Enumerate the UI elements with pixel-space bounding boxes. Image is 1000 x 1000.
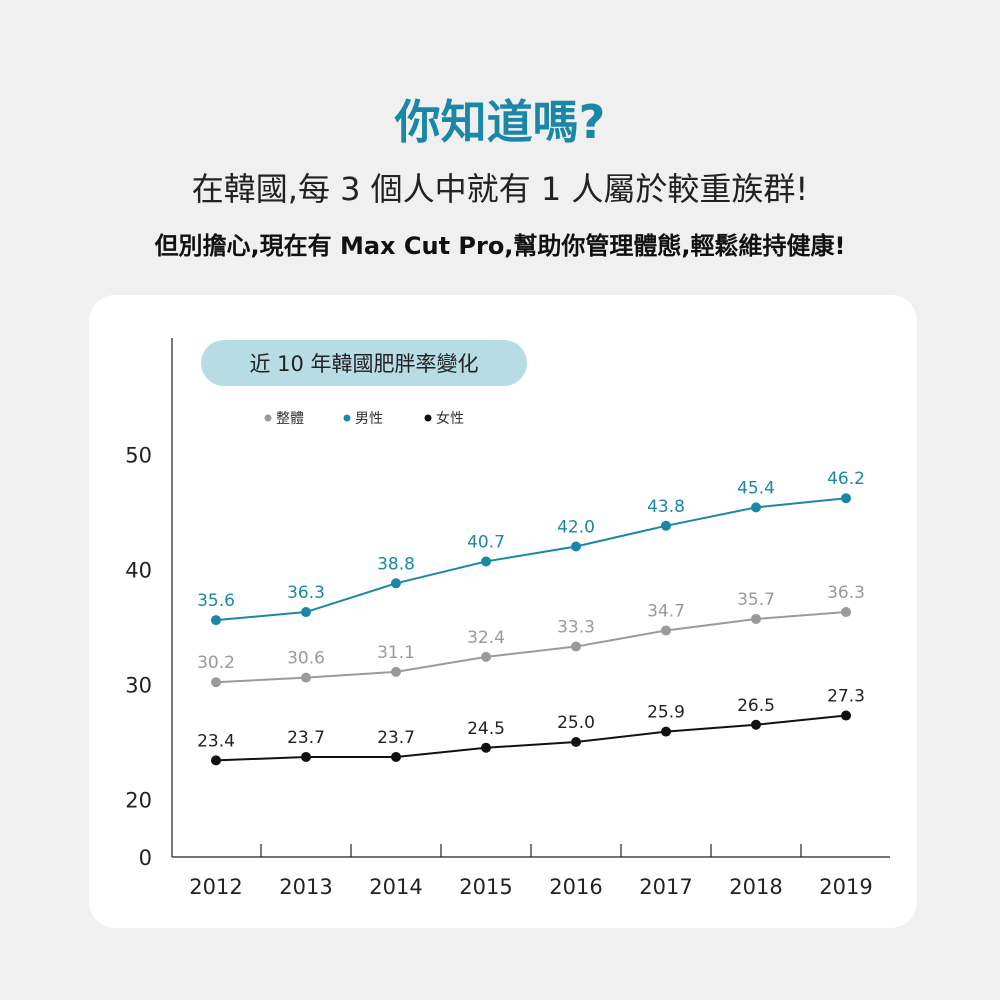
legend-label: 女性 xyxy=(436,410,464,427)
data-label: 42.0 xyxy=(557,518,595,538)
data-point xyxy=(301,672,311,683)
data-label: 33.3 xyxy=(557,618,595,638)
data-label: 23.7 xyxy=(287,728,325,748)
data-label: 35.6 xyxy=(197,591,235,611)
legend-label: 男性 xyxy=(355,411,383,427)
x-tick-label: 2019 xyxy=(819,875,872,899)
data-label: 31.1 xyxy=(377,643,415,663)
chart-title: 近 10 年韓國肥胖率變化 xyxy=(249,352,478,376)
data-label: 26.5 xyxy=(737,696,775,716)
series-line xyxy=(215,611,847,684)
x-tick-label: 2017 xyxy=(639,875,692,899)
data-label: 46.2 xyxy=(827,469,865,489)
data-point xyxy=(841,710,851,721)
data-label: 23.4 xyxy=(197,731,235,751)
y-tick-label: 0 xyxy=(139,846,152,870)
data-label: 25.0 xyxy=(557,713,595,733)
data-label: 23.7 xyxy=(377,728,415,748)
data-point xyxy=(391,578,401,589)
data-label: 30.6 xyxy=(287,649,325,669)
data-label: 24.5 xyxy=(467,719,505,739)
data-point xyxy=(301,751,311,762)
data-point xyxy=(391,751,401,762)
data-point xyxy=(751,502,761,513)
legend-marker xyxy=(264,414,272,422)
data-point xyxy=(841,607,851,618)
x-tick-label: 2013 xyxy=(279,875,332,899)
data-label: 30.2 xyxy=(197,653,235,673)
legend-marker xyxy=(343,414,351,422)
data-label: 32.4 xyxy=(467,628,505,648)
data-label: 34.7 xyxy=(647,601,685,621)
data-point xyxy=(211,677,221,688)
legend-label: 整體 xyxy=(276,411,304,427)
data-point xyxy=(301,607,311,618)
data-label: 36.3 xyxy=(827,583,865,603)
data-point xyxy=(571,737,581,747)
subtitle: 在韓國,每 3 個人中就有 1 人屬於較重族群! xyxy=(191,170,809,208)
data-label: 43.8 xyxy=(647,497,685,517)
data-point xyxy=(211,755,221,766)
page-title: 你知道嗎? xyxy=(394,95,606,149)
x-tick-label: 2012 xyxy=(189,875,242,899)
data-point xyxy=(661,520,671,531)
data-label: 25.9 xyxy=(647,703,685,723)
data-label: 45.4 xyxy=(737,478,775,498)
data-label: 27.3 xyxy=(827,687,865,707)
chart-title-pill xyxy=(201,340,527,386)
data-point xyxy=(481,742,491,753)
x-tick-label: 2016 xyxy=(549,875,602,899)
y-tick-label: 40 xyxy=(125,559,152,583)
y-tick-label: 20 xyxy=(125,789,152,813)
data-point xyxy=(661,726,671,737)
data-label: 35.7 xyxy=(737,590,775,610)
data-point xyxy=(751,719,761,730)
data-label: 36.3 xyxy=(287,583,325,603)
x-tick-label: 2018 xyxy=(729,875,782,899)
data-label: 40.7 xyxy=(467,532,505,552)
data-point xyxy=(481,556,491,567)
y-tick-label: 50 xyxy=(125,444,152,468)
data-point xyxy=(571,641,581,652)
x-tick-label: 2015 xyxy=(459,875,512,899)
data-point xyxy=(571,541,581,552)
data-point xyxy=(211,615,221,626)
chart-card xyxy=(89,295,917,928)
data-point xyxy=(481,651,491,662)
series-line xyxy=(215,497,847,622)
x-tick-label: 2014 xyxy=(369,875,422,899)
data-point xyxy=(391,666,401,677)
legend-marker xyxy=(424,414,432,422)
data-point xyxy=(841,493,851,504)
data-point xyxy=(751,613,761,624)
data-label: 38.8 xyxy=(377,554,415,574)
series-line xyxy=(215,714,847,762)
tagline: 但別擔心,現在有 Max Cut Pro,幫助你管理體態,輕鬆維持健康! xyxy=(154,232,846,260)
y-tick-label: 30 xyxy=(125,674,152,698)
data-point xyxy=(661,625,671,636)
